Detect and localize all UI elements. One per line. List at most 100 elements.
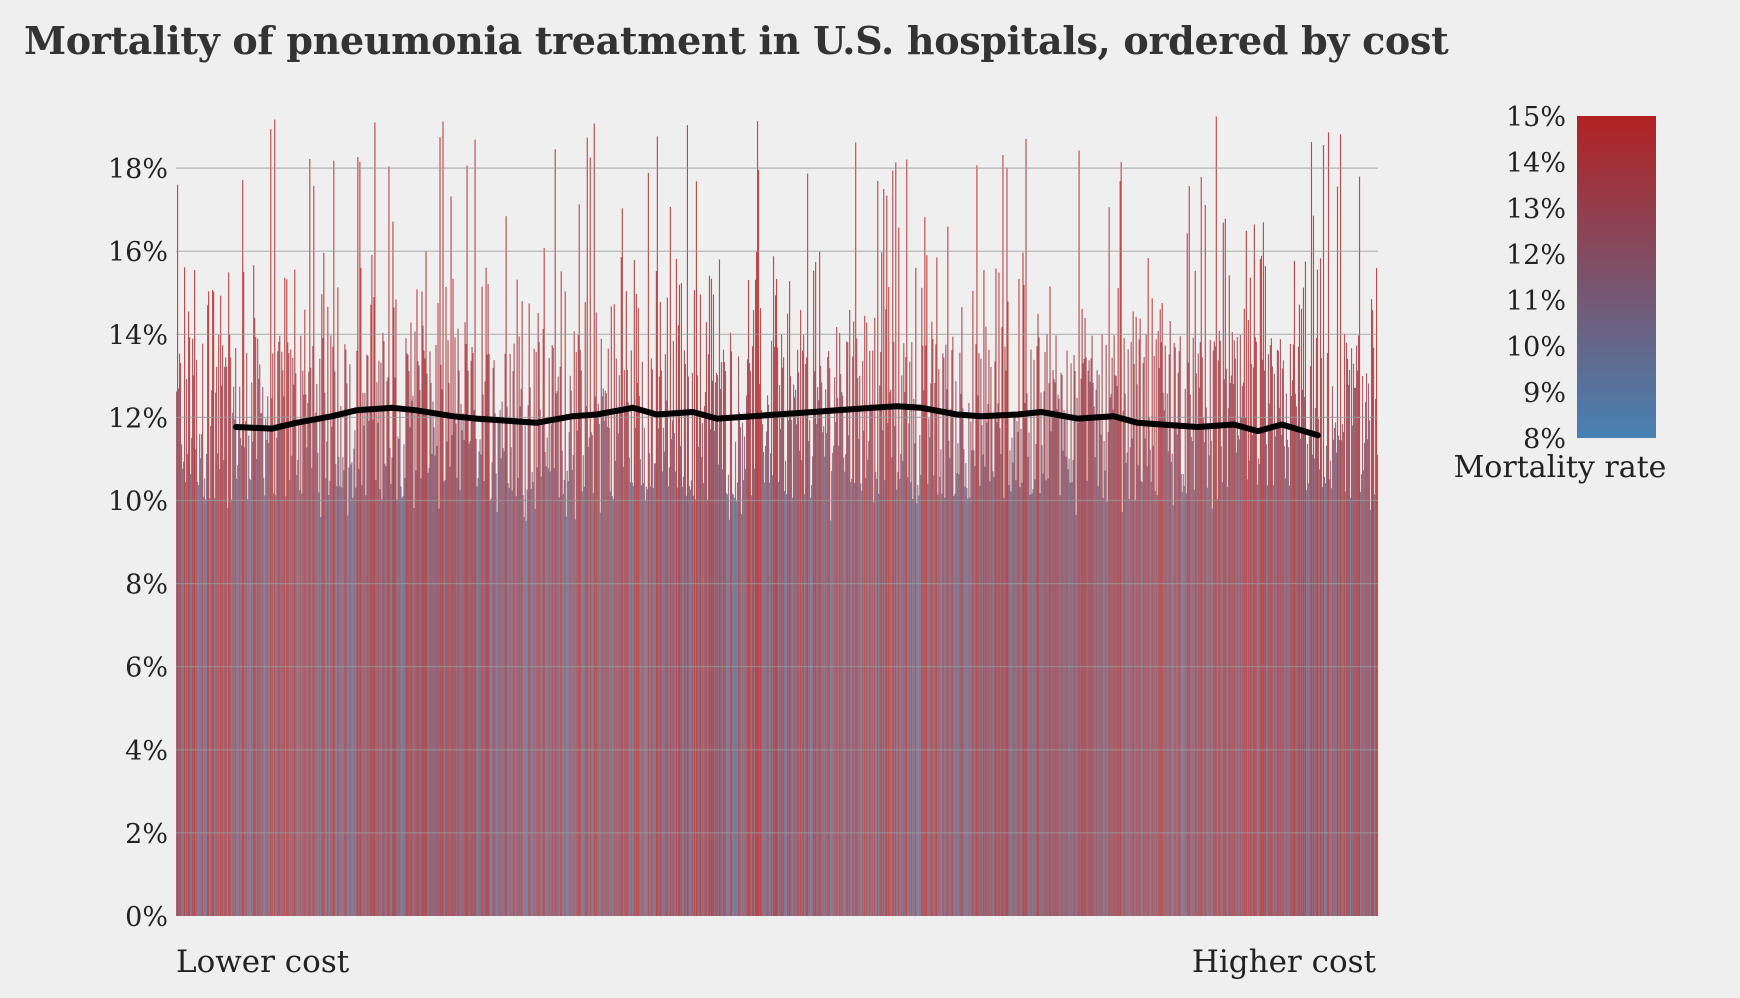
bar [841,391,843,916]
bar [604,390,606,917]
y-tick-label: 8% [125,570,168,601]
bar [527,405,529,916]
bar [534,508,536,916]
bar [190,474,192,916]
bar [1041,445,1043,916]
bar [238,426,240,916]
bar [820,365,822,916]
bar [719,388,722,916]
bar [450,196,452,917]
bar [1102,498,1104,916]
bar [1136,384,1138,917]
bar [1245,230,1247,916]
bar [489,500,491,916]
bar [1254,337,1256,916]
bar [311,467,313,916]
bar [1312,215,1315,916]
bar [942,353,944,917]
bar [1320,358,1323,916]
bar [1227,408,1229,916]
bar [515,496,517,916]
bar [616,411,618,916]
bar [1082,363,1084,916]
bar [447,340,449,916]
bar [632,486,634,916]
bar [1063,410,1065,916]
bar [861,490,863,916]
bar [1359,491,1362,916]
bar [854,482,856,916]
bar [944,497,946,916]
colorbar-tick-label: 8% [1523,424,1566,455]
bar [579,349,581,916]
bar [692,495,695,916]
bar [1161,303,1163,916]
bar [871,409,873,916]
bar [309,158,311,916]
bar [1133,364,1135,916]
bar [460,404,462,916]
bar [1168,354,1170,916]
bar [1184,388,1186,916]
bar [763,482,766,916]
bar [954,493,956,916]
bar [1355,345,1358,916]
bar [552,347,554,916]
bar [1272,485,1274,916]
bar [536,467,538,916]
bar [321,294,323,916]
bar [269,428,271,916]
bar [920,474,922,916]
bar [294,269,296,916]
bar [1139,318,1141,917]
bar [500,458,502,916]
bar [966,487,968,916]
bar [714,382,717,917]
bar [1172,505,1174,916]
bar [1350,348,1353,916]
bar [987,404,989,916]
bar [1126,452,1128,916]
bar [855,142,857,917]
bar [726,494,729,916]
bar [684,364,686,916]
bar [784,491,786,916]
bar [859,375,861,917]
grid-layer [176,167,1378,834]
bar [949,457,951,916]
bar [998,272,1000,916]
bar [1257,458,1259,916]
bar [530,488,532,916]
bar [879,385,881,916]
bar [1129,447,1131,916]
bar [434,455,436,916]
bar [264,495,266,916]
bar [553,467,555,916]
bar [765,431,768,916]
bar [596,411,598,916]
bar [1155,339,1157,916]
bar [1027,456,1029,916]
bar [1252,367,1254,916]
bar [1056,409,1058,916]
bar [325,478,327,916]
bar [1277,350,1279,917]
bar [752,310,755,917]
bar [286,279,288,916]
bar [442,121,444,916]
bar [285,496,287,916]
bar [456,477,458,916]
bar [672,340,674,917]
bar [1249,277,1251,917]
bar [947,226,949,917]
bar [187,454,189,916]
bar [677,325,679,917]
bar [398,438,400,916]
bar [706,499,709,916]
bar [373,297,375,916]
bar [642,482,644,916]
bar [1197,353,1199,916]
bar [629,482,631,916]
bar [1159,309,1161,917]
bar [671,420,673,916]
